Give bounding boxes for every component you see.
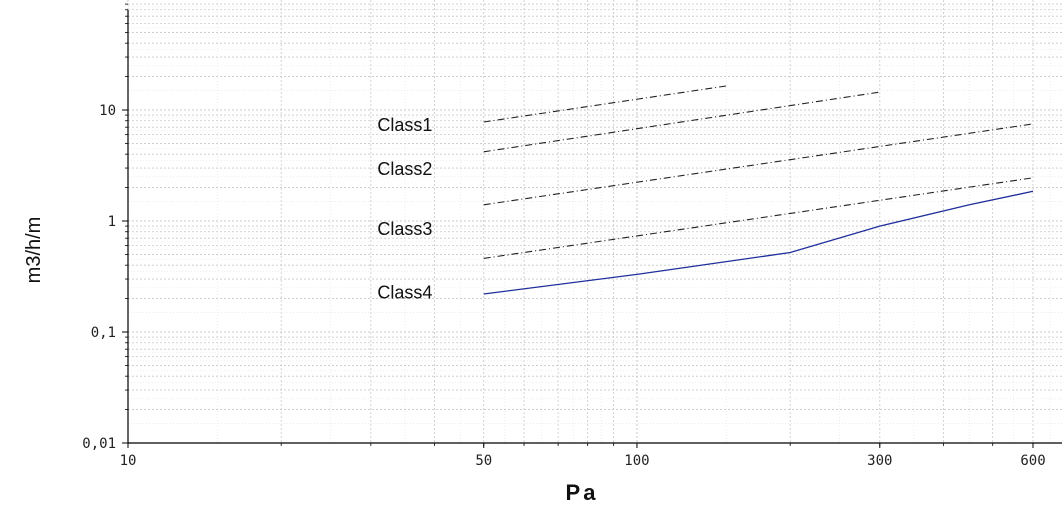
class-label-class1: Class1 (377, 115, 432, 135)
x-tick-label: 100 (624, 453, 649, 469)
y-tick-label: 1 (108, 214, 116, 230)
grid (127, 0, 1062, 444)
x-tick-label: 600 (1020, 453, 1045, 469)
series-line-3 (483, 123, 1034, 206)
series-line-1 (483, 85, 727, 123)
series-line-4 (483, 177, 1034, 259)
y-tick-label: 0,1 (91, 325, 116, 341)
y-tick-label: 0,01 (82, 436, 116, 452)
class-label-class2: Class2 (377, 159, 432, 179)
class-label-class3: Class3 (377, 219, 432, 239)
x-tick-label: 300 (867, 453, 892, 469)
x-axis-title: Pa (566, 480, 599, 505)
x-tick-label: 50 (475, 453, 492, 469)
axis-ticks: 10 50 100 300 600 0,01 0,1 1 10 (82, 3, 1046, 469)
series-line-2 (483, 91, 880, 153)
class-labels: Class1 Class2 Class3 Class4 (377, 115, 432, 303)
series-line-5 (483, 190, 1034, 295)
y-tick-label: 10 (99, 103, 116, 119)
y-axis-title: m3/h/m (23, 217, 45, 284)
series-lines (483, 85, 1034, 295)
x-tick-label: 10 (120, 453, 137, 469)
class-label-class4: Class4 (377, 283, 432, 303)
